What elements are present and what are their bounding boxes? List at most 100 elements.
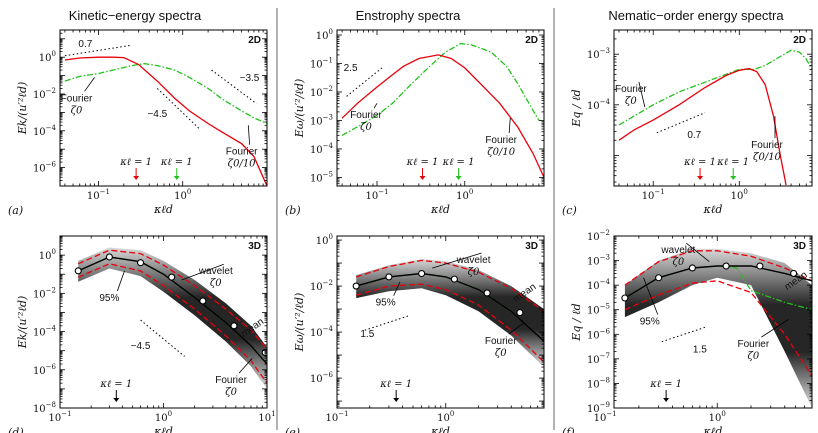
axes-frame-a (59, 29, 268, 187)
panel-label-a: (a) (8, 204, 23, 217)
slope-label-d-0: −4.5 (131, 341, 151, 352)
slope-guide-a-2 (156, 88, 201, 130)
kappa-marker-head-a-0 (133, 176, 140, 180)
slope-guide-c-0 (656, 112, 706, 134)
x-axis-label-e: κℓd (430, 425, 450, 433)
annotation-leader-d-0 (181, 263, 224, 281)
annotation-sub-e-3: ζ0 (495, 348, 507, 359)
x-tick-label-b-0: 10−1 (365, 188, 388, 202)
y-tick-label-b-5: 100 (316, 28, 333, 42)
data-point-d-2 (136, 259, 145, 267)
annotation-leader-d-3 (238, 358, 253, 374)
slope-guide-d-0 (140, 319, 185, 357)
series-line-e-0 (356, 259, 544, 312)
data-point-d-1 (105, 253, 113, 261)
slope-guide-a-1 (211, 69, 257, 105)
x-axis-label-b: κℓd (430, 203, 450, 216)
kappa-marker-label-e-0: κℓ = 1 (379, 379, 412, 390)
annotation-leader-e-3 (508, 322, 524, 335)
data-point-d-0 (74, 267, 82, 275)
slope-label-a-2: −4.5 (147, 109, 167, 120)
slope-label-a-0: 0.7 (78, 39, 92, 50)
annotation-sub-b-0: ζ0 (360, 122, 372, 133)
dimension-tag-a: 2D (248, 35, 261, 46)
series-line-f-1 (624, 280, 812, 377)
plot-area-d (74, 247, 267, 389)
annotation-f-0: wavelet (660, 245, 695, 256)
series-line-a-1 (64, 56, 267, 186)
annotation-leader-e-1 (393, 281, 401, 296)
slope-label-b-0: 2.5 (344, 63, 358, 74)
x-tick-label-e-1: 100 (437, 410, 454, 424)
annotation-leader-a-0 (84, 77, 95, 92)
y-axis-label-b: Eω/(u′²/ℓd) (293, 79, 306, 139)
slope-label-f-0: 1.5 (693, 345, 707, 356)
series-line-e-1 (356, 283, 544, 363)
data-point-d-3 (168, 273, 176, 281)
kappa-marker-head-f-0 (663, 398, 670, 402)
series-line-c-1 (618, 67, 787, 186)
slope-guide-e-0 (364, 315, 409, 331)
data-point-e-2 (418, 269, 426, 278)
annotation-leader-f-1 (643, 277, 659, 315)
annotation-e-0: wavelet (456, 255, 491, 266)
y-tick-label-a-3: 100 (39, 50, 56, 64)
y-tick-label-f-5: 10−4 (587, 278, 611, 292)
plot-area-c (618, 49, 812, 186)
data-point-f-2 (688, 264, 696, 272)
y-tick-label-f-6: 10−3 (587, 254, 610, 268)
kappa-marker-head-e-0 (393, 398, 400, 402)
y-tick-label-f-1: 10−8 (587, 376, 610, 390)
annotation-sub-a-1: ζ0/10 (228, 159, 257, 170)
y-tick-label-c-1: 10−3 (587, 47, 610, 61)
data-point-d-5 (230, 322, 238, 330)
slope-label-a-1: −3.5 (240, 73, 260, 84)
dimension-tag-d: 3D (248, 241, 261, 252)
y-tick-label-d-2: 10−4 (33, 325, 57, 339)
y-tick-label-b-0: 10−5 (310, 170, 333, 184)
kappa-marker-label-b-0: κℓ = 1 (406, 157, 439, 168)
series-line-c-0 (618, 49, 812, 126)
y-tick-label-f-7: 10−2 (587, 229, 610, 243)
annotation-leader-a-1 (247, 125, 251, 145)
annotation-d-1: 95% (99, 293, 119, 304)
y-tick-label-e-1: 10−4 (310, 325, 334, 339)
annotation-leader-d-1 (117, 270, 125, 292)
annotation-sub-a-0: ζ0 (71, 105, 83, 116)
data-point-f-5 (790, 269, 798, 277)
slope-label-e-0: 1.5 (360, 329, 374, 340)
annotation-sub-c-0: ζ0 (625, 96, 637, 107)
annotation-leader-c-0 (638, 81, 646, 108)
dimension-tag-c: 2D (793, 35, 806, 46)
data-point-f-3 (722, 262, 730, 270)
annotation-leader-f-3 (761, 319, 789, 338)
panel-label-c: (c) (562, 204, 577, 217)
annotation-sub-d-3: ζ0 (225, 387, 237, 398)
data-point-e-3 (450, 275, 458, 283)
annotation-sub-f-0: ζ0 (672, 257, 684, 268)
annotation-a-1: Fourier (226, 147, 258, 158)
annotation-d-0: wavelet (198, 266, 233, 277)
kappa-marker-head-b-1 (455, 176, 462, 180)
y-tick-label-e-2: 10−2 (310, 279, 333, 293)
kappa-marker-label-b-1: κℓ = 1 (442, 157, 475, 168)
axes-frame-b (336, 29, 545, 187)
slope-label-c-0: 0.7 (687, 130, 701, 141)
annotation-e-3: Fourier (485, 336, 517, 347)
column-title-enstrophy: Enstrophy spectra (356, 8, 462, 23)
slope-guide-f-0 (661, 326, 707, 343)
plot-area-e (352, 259, 544, 368)
y-tick-label-f-2: 10−7 (587, 352, 610, 366)
x-tick-label-b-1: 100 (456, 188, 473, 202)
kappa-marker-head-d-0 (113, 398, 120, 402)
y-tick-label-a-0: 10−6 (33, 161, 57, 175)
data-point-e-4 (483, 289, 491, 297)
kappa-marker-head-a-1 (173, 176, 180, 180)
y-axis-label-f: Eq / ℓd (570, 303, 583, 341)
series-line-d-3 (77, 256, 267, 365)
x-tick-label-a-0: 10−1 (87, 188, 110, 202)
